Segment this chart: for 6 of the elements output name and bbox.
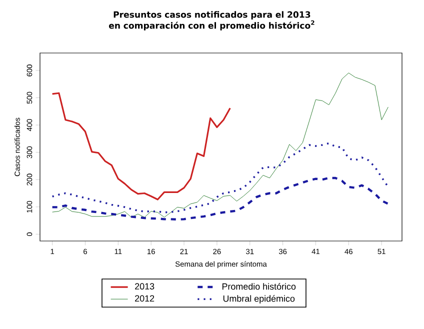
legend-label: 2013 <box>135 283 154 290</box>
legend-label: Promedio histórico <box>222 282 296 290</box>
legend-label: 2012 <box>135 295 154 302</box>
chart-title: Presuntos casos notificados para el 2013 en comparación con el promedio histórico$^{2}$ <box>108 11 314 30</box>
legend-label: Umbral epidémico <box>223 295 295 304</box>
line-series <box>51 142 390 214</box>
